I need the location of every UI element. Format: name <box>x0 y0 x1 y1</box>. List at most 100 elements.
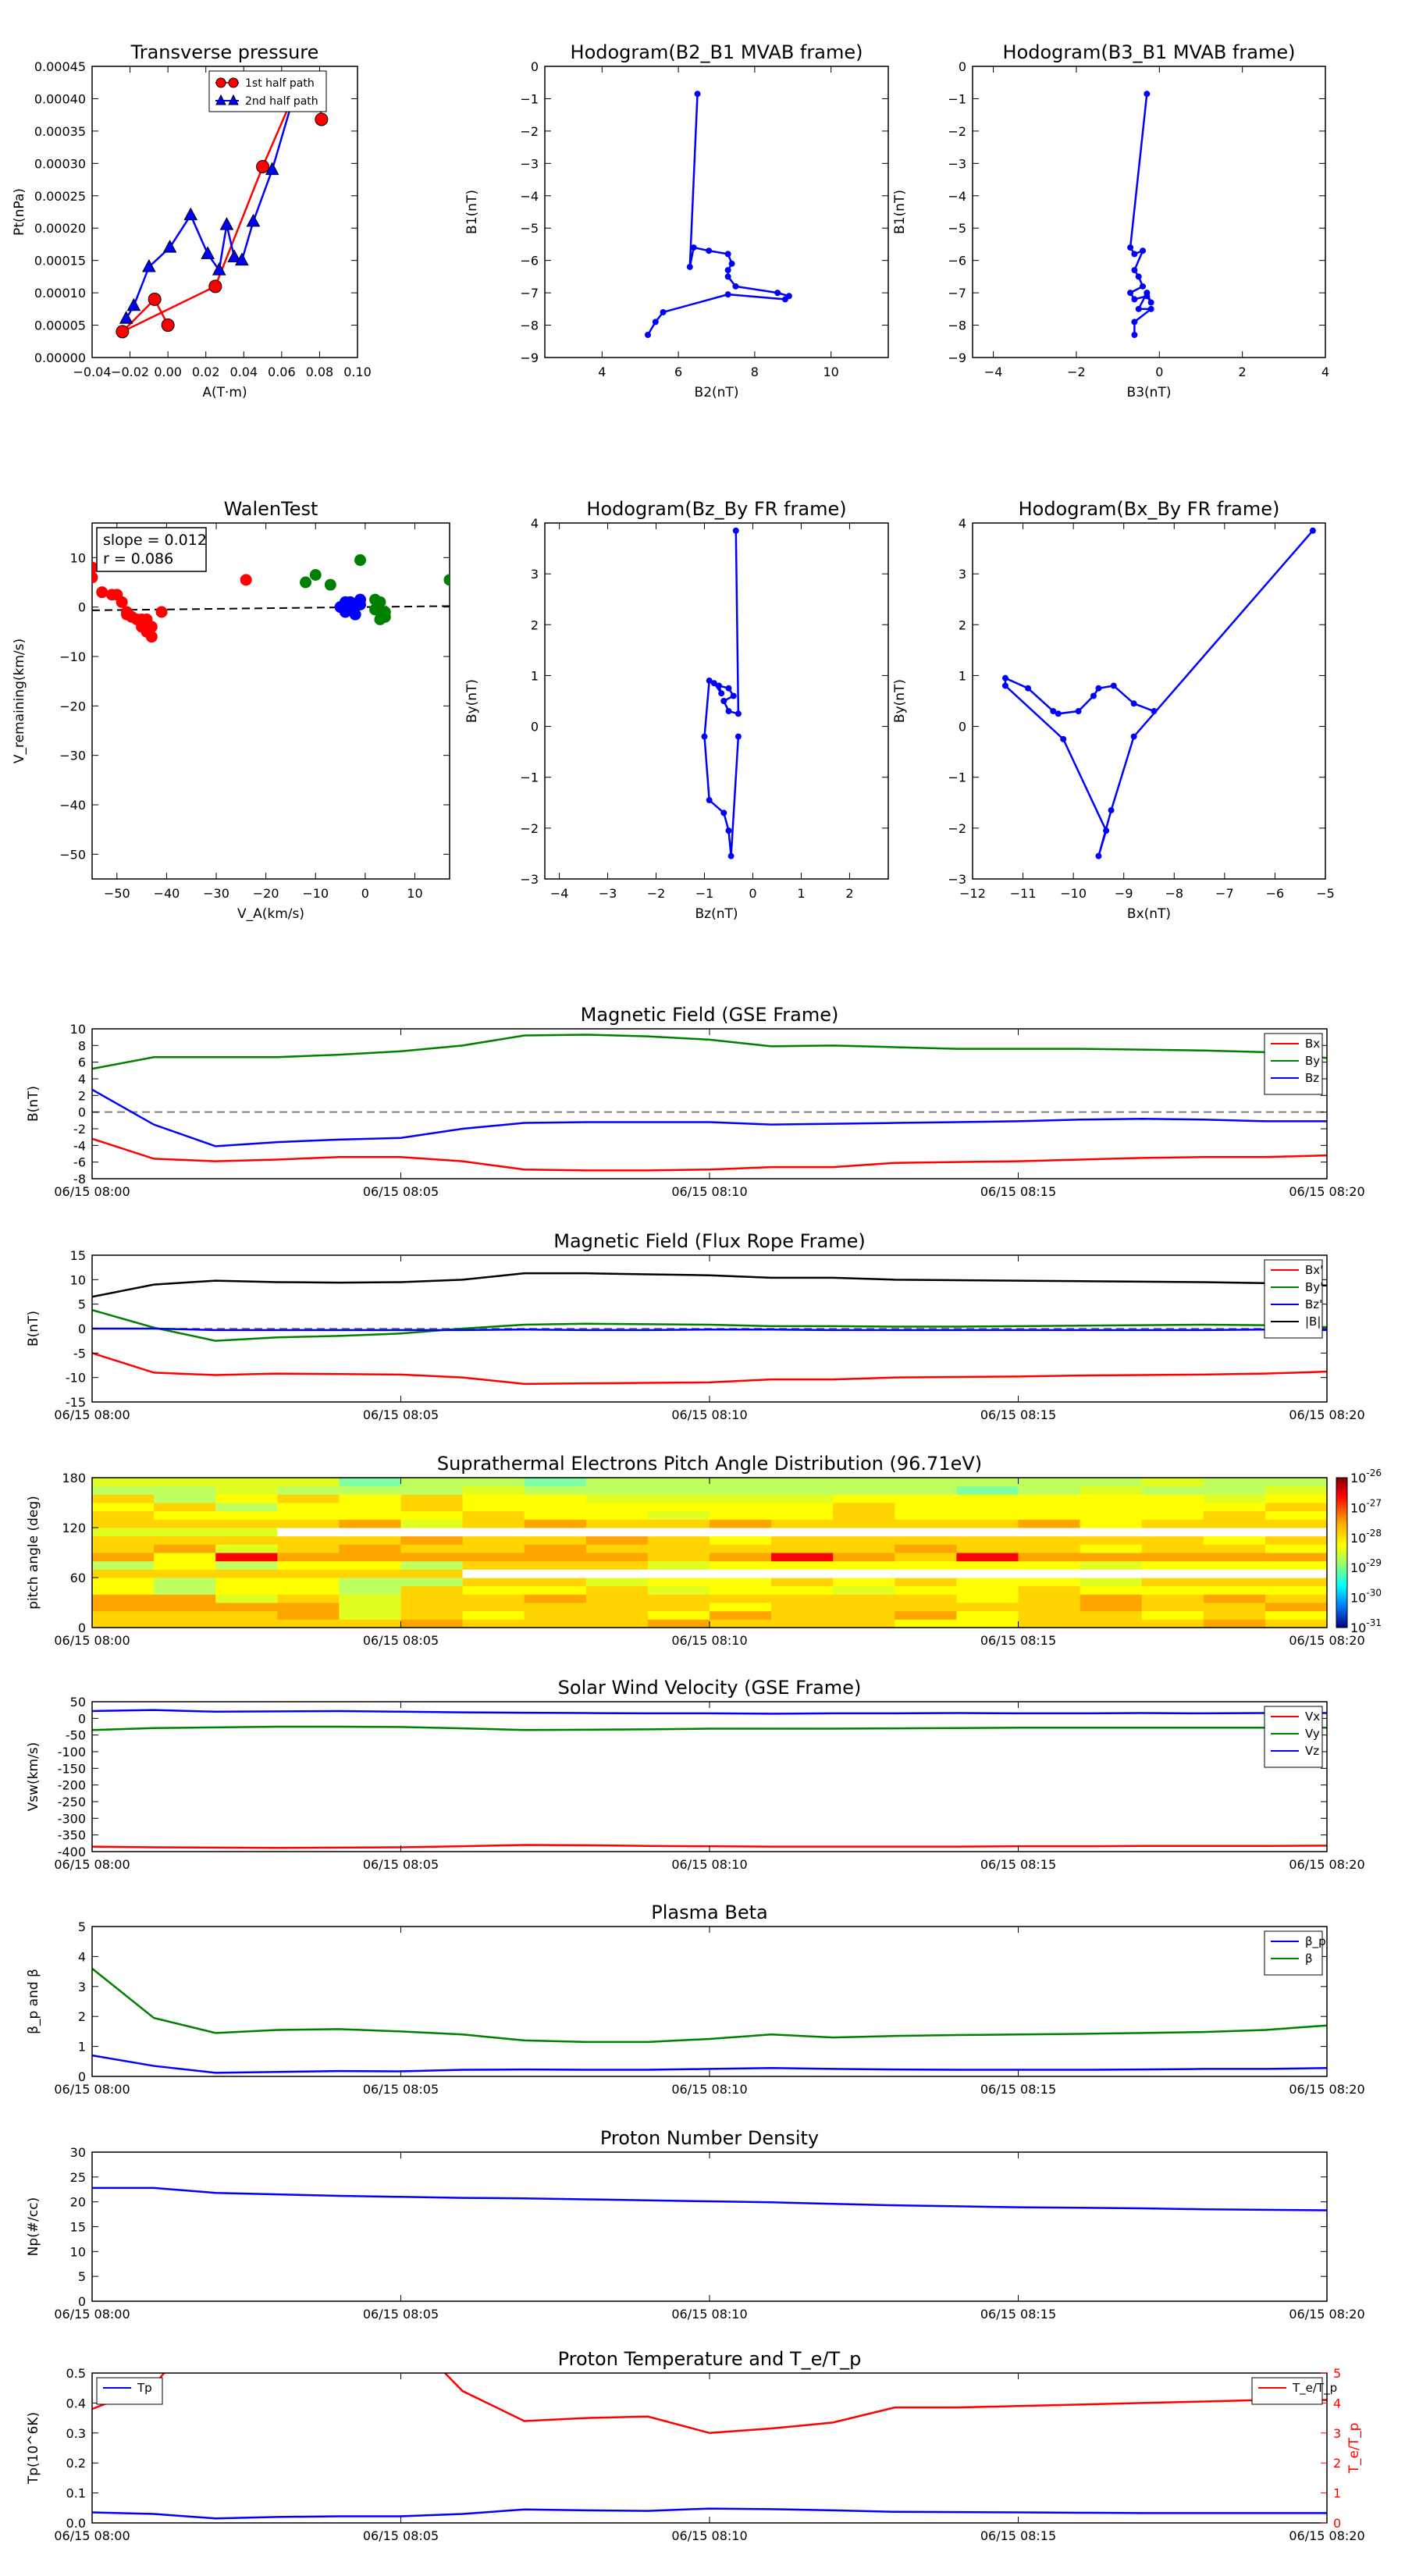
y-tick-label: 0 <box>531 720 539 735</box>
heatmap-cell <box>585 1553 649 1562</box>
x-tick-label: 06/15 08:05 <box>363 2082 439 2097</box>
x-tick-label: 6 <box>674 365 682 379</box>
heatmap-cell <box>339 1485 401 1495</box>
heatmap-cell <box>1141 1478 1204 1487</box>
y-tick-label: −2 <box>520 821 539 836</box>
plot-frame <box>972 66 1326 358</box>
heatmap-cell <box>339 1503 401 1512</box>
heatmap-cell <box>1141 1535 1204 1545</box>
data-point <box>1131 296 1138 303</box>
x-tick-label: −8 <box>1165 886 1183 901</box>
plot-frame <box>91 2151 1328 2302</box>
panel-title: Magnetic Field (GSE Frame) <box>581 1004 839 1026</box>
y-tick-label: 10 <box>70 1272 86 1287</box>
heatmap-cell <box>1018 1569 1081 1578</box>
series-line <box>92 1725 1327 1731</box>
colorbar-tick-label: 10-29 <box>1350 1557 1382 1575</box>
heatmap-cell <box>524 1528 587 1537</box>
heatmap-cell <box>400 1519 464 1528</box>
data-point <box>121 606 133 618</box>
heatmap-cell <box>400 1544 464 1553</box>
heatmap-cell <box>1203 1503 1266 1512</box>
x-tick-label: −1 <box>695 886 714 901</box>
heatmap-cell <box>1203 1494 1266 1503</box>
panel-title: Proton Number Density <box>600 2127 819 2149</box>
heatmap-cell <box>215 1544 278 1553</box>
heatmap-cell <box>277 1503 340 1512</box>
colorbar-tick-base: 10 <box>1350 1591 1366 1606</box>
colorbar-tick-label: 10-28 <box>1350 1528 1382 1546</box>
x-tick-label: 0.08 <box>306 365 334 379</box>
data-point <box>265 162 279 176</box>
y-tick-label: 6 <box>78 1055 86 1070</box>
y-tick-label: 0 <box>78 2294 86 2309</box>
heatmap-cell <box>339 1594 401 1603</box>
heatmap-cell <box>215 1478 278 1487</box>
x-tick-label: −12 <box>959 886 986 901</box>
heatmap-cell <box>1264 1510 1327 1520</box>
x-tick-label: −0.04 <box>73 365 111 379</box>
heatmap-cell <box>277 1594 340 1603</box>
data-point <box>660 308 667 315</box>
legend-label: By' <box>1305 1280 1323 1294</box>
heatmap-cell <box>1141 1560 1204 1570</box>
series-line <box>92 2507 1327 2520</box>
heatmap-cell <box>956 1594 1019 1603</box>
y-tick-label: −1 <box>948 770 966 785</box>
data-point <box>1103 827 1110 834</box>
data-point <box>208 279 222 294</box>
heatmap-cell <box>1018 1585 1081 1595</box>
heatmap-cell <box>215 1553 278 1562</box>
data-point <box>728 260 735 267</box>
y-axis-label: B(nT) <box>26 1086 41 1122</box>
chart-hxy: Hodogram(Bx_By FR frame)Bx(nT)By(nT)−12−… <box>892 498 1335 922</box>
series-line <box>92 1034 1327 1070</box>
y-tick-label: -250 <box>58 1795 86 1809</box>
heatmap-cell <box>895 1494 957 1503</box>
heatmap-cell <box>1264 1528 1327 1537</box>
heatmap-cell <box>585 1594 649 1603</box>
heatmap-cell <box>833 1603 895 1612</box>
y-tick-label: -150 <box>58 1761 86 1776</box>
heatmap-cell <box>1264 1485 1327 1495</box>
heatmap-cell <box>1080 1544 1143 1553</box>
data-point <box>1147 305 1154 312</box>
heatmap-cell <box>277 1478 340 1487</box>
x-tick-label: −10 <box>1060 886 1087 901</box>
data-point <box>142 258 156 272</box>
heatmap-cell <box>215 1610 278 1620</box>
x-tick-label: 06/15 08:10 <box>671 1184 747 1199</box>
series-line <box>92 2186 1327 2211</box>
y-tick-label: 180 <box>62 1471 86 1485</box>
legend: 1st half path 2nd half path <box>208 70 327 112</box>
x-tick-label: 10 <box>407 886 422 901</box>
heatmap-cell <box>339 1578 401 1587</box>
x-tick-label: 06/15 08:15 <box>980 1407 1056 1422</box>
series-line <box>92 2373 1327 2435</box>
heatmap-cell <box>339 1510 401 1520</box>
heatmap-cell <box>277 1569 340 1578</box>
panel-bfr: Magnetic Field (Flux Rope Frame) B(nT) -15… <box>26 1230 1365 1422</box>
chart-h31: Hodogram(B3_B1 MVAB frame) B3(nT) B1(nT) −4… <box>892 41 1329 400</box>
heatmap-cell <box>215 1603 278 1612</box>
heatmap-cell <box>771 1560 834 1570</box>
colorbar-tick-label: 10-26 <box>1350 1468 1382 1485</box>
heatmap-cell <box>1203 1553 1266 1562</box>
y-tick-label: −4 <box>520 189 539 204</box>
panel-title: Proton Temperature and T_e/T_p <box>558 2348 862 2370</box>
y-tick-label: −20 <box>59 699 86 713</box>
heatmap-cell <box>1203 1485 1266 1495</box>
heatmap-cell <box>1018 1594 1081 1603</box>
y-tick-label: 3 <box>959 567 966 582</box>
heatmap-cell <box>895 1619 957 1628</box>
heatmap-cell <box>277 1519 340 1528</box>
heatmap-cell <box>710 1510 772 1520</box>
heatmap-cell <box>1203 1603 1266 1612</box>
x-tick-label: 2 <box>1239 365 1247 379</box>
heatmap-cell <box>462 1528 525 1537</box>
heatmap-cell <box>647 1494 710 1503</box>
y-tick-label: 30 <box>70 2145 86 2160</box>
heatmap-cell <box>1141 1503 1204 1512</box>
heatmap-cell <box>710 1594 772 1603</box>
y-tick-label: 15 <box>70 2220 86 2235</box>
